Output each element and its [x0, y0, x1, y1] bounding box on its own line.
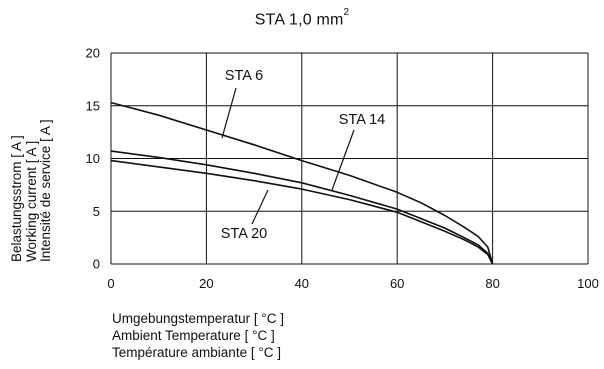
x-tick-label: 20	[199, 276, 213, 291]
y-axis-label-fr: Intensité de service [ A ]	[38, 119, 53, 262]
chart-title-text: STA 1,0 mm	[254, 11, 344, 29]
series-annotation: STA 14	[339, 112, 385, 128]
x-tick-label: 80	[485, 276, 499, 291]
y-tick-label: 10	[86, 151, 100, 166]
annotations: STA 6 STA 14 STA 20	[221, 68, 385, 242]
x-tick-label: 100	[577, 276, 599, 291]
x-axis-label-fr: Température ambiante [ °C ]	[112, 345, 281, 360]
chart-title: STA 1,0 mm2	[0, 7, 604, 29]
annotation-leader	[251, 189, 269, 225]
x-axis-label-en: Ambient Temperature [ °C ]	[112, 328, 275, 343]
grid	[110, 52, 589, 265]
y-tick-label: 0	[93, 257, 100, 272]
y-axis-label-en: Working current [ A ]	[23, 140, 39, 262]
annotation-leader	[331, 129, 355, 191]
y-tick-label: 20	[86, 46, 100, 61]
y-axis-label: Belastungsstrom [ A ] Working current [ …	[9, 119, 54, 262]
y-axis-label-de: Belastungsstrom [ A ]	[9, 135, 24, 262]
series-line-2	[110, 150, 494, 265]
series-line-1	[110, 101, 494, 265]
x-tick-label: 60	[390, 276, 404, 291]
x-axis-label: Umgebungstemperatur [ °C ] Ambient Tempe…	[112, 310, 284, 361]
annotation-leaders	[221, 87, 355, 225]
annotation-leader	[221, 87, 237, 139]
tick-labels: 0 20 40 60 80 100 0 5 10 15 20	[86, 46, 599, 292]
series-line-3	[110, 159, 494, 265]
x-tick-label: 0	[107, 276, 114, 291]
x-tick-label: 40	[295, 276, 309, 291]
series-lines	[110, 101, 494, 265]
series-annotation: STA 20	[221, 226, 267, 242]
chart-title-superscript: 2	[343, 7, 350, 18]
x-axis-label-de: Umgebungstemperatur [ °C ]	[112, 311, 284, 326]
y-tick-label: 5	[93, 204, 100, 219]
series-annotation: STA 6	[225, 68, 263, 84]
y-tick-label: 15	[86, 98, 100, 113]
